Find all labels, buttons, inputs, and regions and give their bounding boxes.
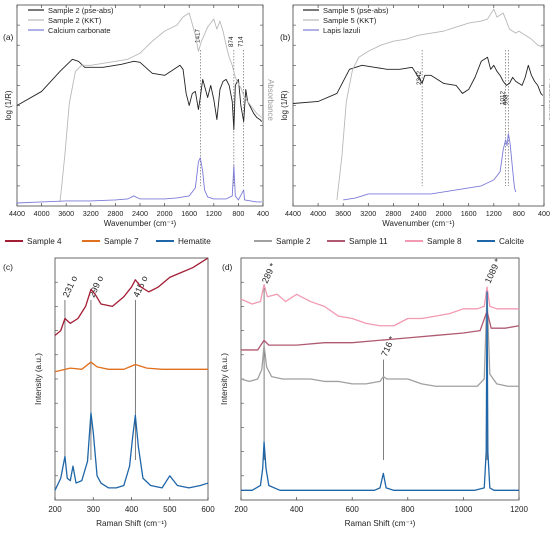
x-axis-label: Wavenumber (cm⁻¹) [104, 219, 177, 228]
legend-label: Sample 5 (pse-abs) [323, 6, 389, 15]
x-tick-label: 400 [290, 505, 304, 514]
legend-label: Calcite [499, 237, 524, 246]
x-tick-label: 3200 [360, 209, 376, 218]
legend-label: Sample 7 [104, 237, 139, 246]
series-line [241, 291, 519, 491]
panel-b: 4400440040004000360036003200320028002800… [280, 4, 550, 228]
x-axis-label: Raman Shift (cm⁻¹) [96, 519, 167, 528]
annotation-label: 1417 [194, 28, 201, 43]
annotation-label: 714 [238, 36, 245, 47]
x-tick-label: 3600 [58, 209, 74, 218]
annotation-label: 2342 [416, 70, 423, 85]
x-tick-label: 2400 [132, 209, 148, 218]
legend-label: Sample 4 [27, 237, 62, 246]
series-line [240, 283, 519, 327]
x-tick-label: 200 [234, 505, 248, 514]
right-axis-label: Absorbance [547, 79, 550, 121]
right-axis-label: Absorbance [266, 79, 275, 121]
x-tick-label: 4000 [34, 209, 50, 218]
x-tick-label: 2800 [107, 209, 123, 218]
annotation-label: 1012 [500, 90, 507, 105]
x-tick-label: 400 [538, 209, 550, 218]
series-line [16, 157, 262, 204]
legend-label: Sample 11 [349, 237, 388, 246]
annotation-label: 968 [502, 94, 509, 105]
x-tick-label: 3600 [335, 209, 351, 218]
x-tick-label: 300 [87, 505, 101, 514]
legend-label: Calcium carbonate [48, 26, 111, 35]
x-tick-label: 1600 [181, 209, 197, 218]
series-line [240, 293, 519, 387]
x-tick-label: 600 [201, 505, 215, 514]
series-line [59, 12, 263, 203]
panel-d: 200 400 600 800 1000 1200 Raman Shift (cm⁻¹) In… [220, 257, 528, 528]
annotation-label: 289 * [260, 261, 278, 285]
x-tick-label: 1200 [206, 209, 222, 218]
x-tick-label: 1600 [461, 209, 477, 218]
y-axis-label: log (1/R) [280, 90, 289, 120]
panel-label: (d) [222, 262, 233, 272]
series-line [336, 8, 543, 201]
y-axis-label: Intensity (a.u.) [34, 353, 43, 405]
x-tick-label: 2800 [385, 209, 401, 218]
panel-label: (c) [3, 262, 13, 272]
x-tick-label: 2000 [157, 209, 173, 218]
plot-frame [16, 4, 264, 207]
x-tick-label: 200 [48, 505, 62, 514]
annotation-label: 231 o [61, 274, 80, 299]
annotation-label: 1089 * [483, 257, 503, 285]
panel-label: (a) [3, 32, 14, 42]
legend-label: Sample 8 [427, 237, 462, 246]
legend-label: Hematite [178, 237, 211, 246]
legend-label: Sample 2 [276, 237, 311, 246]
x-tick-label: 3200 [83, 209, 99, 218]
x-tick-label: 500 [163, 505, 177, 514]
legend-label: Sample 2 (pse-abs) [48, 6, 114, 15]
x-tick-label: 400 [125, 505, 139, 514]
legend-label: Sample 2 (KKT) [48, 16, 102, 25]
panel-c: 200 300 400 500 600 Raman Shift (cm⁻¹) Intensi… [3, 257, 215, 528]
x-tick-label: 4000 [310, 209, 326, 218]
x-tick-label: 4400 [285, 209, 301, 218]
series-line [241, 310, 520, 351]
x-tick-label: 800 [401, 505, 415, 514]
x-tick-label: 400 [257, 209, 269, 218]
x-tick-label: 4400 [9, 209, 25, 218]
annotation-label: 716 * [379, 334, 397, 358]
series-line [343, 133, 517, 201]
x-tick-label: 600 [346, 505, 360, 514]
legend-label: Lapis lazuli [323, 26, 360, 35]
x-tick-label: 2000 [436, 209, 452, 218]
legend-label: Sample 5 (KKT) [323, 16, 377, 25]
series-line [54, 257, 209, 336]
x-tick-label: 1000 [455, 505, 473, 514]
x-tick-label: 1200 [486, 209, 502, 218]
series-line [54, 412, 209, 491]
x-tick-label: 800 [232, 209, 244, 218]
x-axis-label: Wavenumber (cm⁻¹) [382, 219, 455, 228]
annotation-label: 874 [228, 36, 235, 47]
x-axis-label: Raman Shift (cm⁻¹) [345, 519, 416, 528]
x-tick-label: 1200 [510, 505, 528, 514]
y-axis-label: Intensity (a.u.) [220, 353, 229, 405]
series-line [54, 361, 208, 373]
series-line [16, 58, 263, 131]
y-axis-label: log (1/R) [4, 90, 13, 120]
x-tick-label: 2400 [411, 209, 427, 218]
panel-a: 4400440040004000360036003200320028002800… [3, 4, 275, 228]
series-line [292, 56, 544, 104]
panel-label: (b) [280, 32, 291, 42]
x-tick-label: 800 [513, 209, 525, 218]
